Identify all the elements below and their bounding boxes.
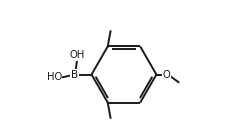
Text: O: O	[162, 70, 170, 79]
Text: HO: HO	[46, 72, 62, 82]
Text: B: B	[71, 70, 78, 79]
Text: OH: OH	[69, 50, 84, 60]
